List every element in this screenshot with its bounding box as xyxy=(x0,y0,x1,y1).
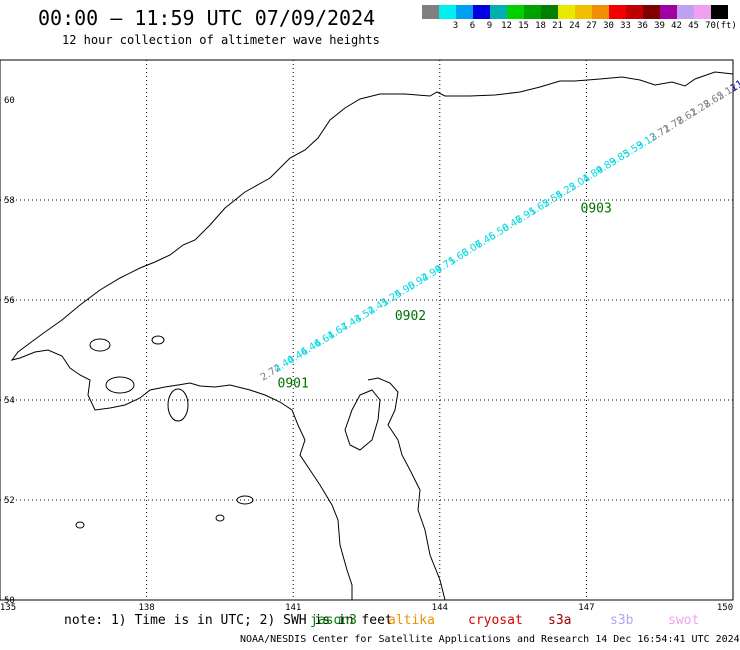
island-outline xyxy=(236,495,254,505)
island-outline xyxy=(75,521,85,529)
island-outline xyxy=(105,376,135,394)
legend-label: 42 xyxy=(671,21,682,31)
legend-swatch xyxy=(677,5,694,19)
legend-label: 33 xyxy=(620,21,631,31)
lat-label: 56 xyxy=(4,296,15,306)
legend-label: 36 xyxy=(637,21,648,31)
legend-label: 45 xyxy=(688,21,699,31)
legend-swatch xyxy=(541,5,558,19)
lon-label: 135 xyxy=(0,603,16,613)
bay-outline xyxy=(344,389,381,451)
legend-swatch xyxy=(660,5,677,19)
coastline xyxy=(10,71,734,600)
island-outline xyxy=(215,514,225,522)
legend-label: 24 xyxy=(569,21,580,31)
lat-label: 60 xyxy=(4,96,15,106)
legend-swatch xyxy=(575,5,592,19)
satellite-s3a: s3a xyxy=(548,613,572,628)
lon-label: 141 xyxy=(285,603,301,613)
footer-note: note: 1) Time is in UTC; 2) SWH is in fe… xyxy=(64,613,393,628)
color-legend xyxy=(422,5,728,19)
legend-swatch xyxy=(507,5,524,19)
legend-swatch xyxy=(711,5,728,19)
legend-label: 9 xyxy=(486,21,493,31)
legend-swatch xyxy=(643,5,660,19)
lon-label: 138 xyxy=(138,603,154,613)
footer-credit: NOAA/NESDIS Center for Satellite Applica… xyxy=(240,634,740,645)
legend-label: 30 xyxy=(603,21,614,31)
legend-swatch xyxy=(609,5,626,19)
legend-label: 12 xyxy=(501,21,512,31)
pass-time-label: 0901 xyxy=(278,377,309,392)
track-value-label: 11.04 xyxy=(729,70,740,95)
page-title: 00:00 — 11:59 UTC 07/09/2024 xyxy=(38,6,376,30)
legend-label: 27 xyxy=(586,21,597,31)
legend-swatch xyxy=(422,5,439,19)
island-outline xyxy=(167,388,189,422)
legend-label: 15 xyxy=(518,21,529,31)
legend-label: 18 xyxy=(535,21,546,31)
satellite-s3b: s3b xyxy=(610,613,634,628)
lat-label: 52 xyxy=(4,496,15,506)
lat-label: 50 xyxy=(4,596,15,606)
satellite-altika: altika xyxy=(388,613,435,628)
legend-swatch xyxy=(626,5,643,19)
satellite-swot: swot xyxy=(668,613,700,628)
sakhalin-coast xyxy=(367,377,446,601)
lon-label: 150 xyxy=(717,603,733,613)
lon-label: 144 xyxy=(432,603,448,613)
lat-label: 54 xyxy=(4,396,15,406)
legend-label: 3 xyxy=(452,21,459,31)
island-outline xyxy=(89,338,111,352)
legend-swatch xyxy=(558,5,575,19)
island-outline xyxy=(151,335,165,345)
legend-swatch xyxy=(490,5,507,19)
legend-swatch xyxy=(694,5,711,19)
legend-swatch xyxy=(439,5,456,19)
legend-label: 39 xyxy=(654,21,665,31)
legend-swatch xyxy=(473,5,490,19)
pass-time-label: 0903 xyxy=(581,202,612,217)
legend-unit: (ft) xyxy=(715,21,737,31)
color-legend-labels: 3 6 9 12 15 18 21 24 27 30 33 36 39 42 45 70 (ft) xyxy=(422,21,740,33)
lon-label: 147 xyxy=(578,603,594,613)
satellite-cryosat: cryosat xyxy=(468,613,523,628)
satellite-jason3: jason3 xyxy=(310,613,357,628)
page-subtitle: 12 hour collection of altimeter wave hei… xyxy=(62,33,380,47)
legend-swatch xyxy=(592,5,609,19)
legend-swatch xyxy=(524,5,541,19)
legend-label: 6 xyxy=(469,21,476,31)
legend-label: 70 xyxy=(705,21,716,31)
legend-label: 21 xyxy=(552,21,563,31)
legend-swatch xyxy=(456,5,473,19)
lat-label: 58 xyxy=(4,196,15,206)
map-frame xyxy=(0,59,734,601)
pass-time-label: 0902 xyxy=(395,309,426,324)
